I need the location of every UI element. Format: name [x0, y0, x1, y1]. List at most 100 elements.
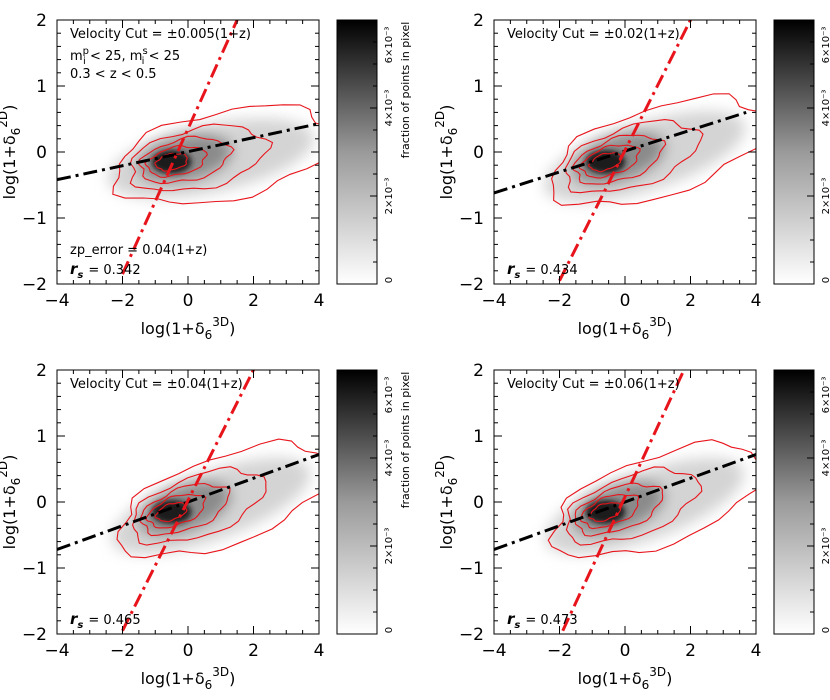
y-axis-label: log(1+δ62D)	[433, 105, 460, 200]
colorbar-tick-label: 0	[821, 277, 830, 283]
x-tick-label: −2	[110, 291, 135, 311]
y-tick-label: −2	[22, 275, 47, 295]
fit-line-red	[121, 370, 255, 632]
x-axis-label-close: )	[666, 319, 672, 338]
x-tick-label: 2	[248, 641, 259, 661]
contour-1	[112, 104, 319, 205]
contour-2	[565, 466, 703, 546]
contour-2	[129, 123, 274, 192]
annotation-top-left-1: Velocity Cut = ±0.06(1+z)	[507, 377, 680, 392]
x-tick-label: 0	[620, 641, 631, 661]
x-axis-label-sub: 6	[205, 328, 213, 342]
contour-2	[132, 466, 267, 546]
contour-3	[137, 135, 235, 185]
colorbar: 0 2×10⁻³ 4×10⁻³ 6×10⁻³ fraction of points in…	[336, 369, 412, 635]
x-axis-label: log(1+δ63D)	[141, 315, 236, 342]
plot-area	[494, 370, 756, 632]
y-tick-label: 1	[36, 427, 47, 447]
colorbar-tick-label: 2×10⁻³	[384, 528, 395, 565]
annotation-top-left-3: 0.3 < z < 0.5	[70, 67, 157, 82]
x-tick-label: 4	[751, 641, 762, 661]
contour-3	[574, 482, 664, 537]
x-axis-label-close: )	[229, 319, 235, 338]
annotation-top-left-1: Velocity Cut = ±0.04(1+z)	[70, 377, 243, 392]
x-tick-label: 0	[183, 291, 194, 311]
x-axis-label-sup: 3D	[212, 665, 229, 679]
fit-line-black	[494, 453, 756, 551]
x-axis-label-close: )	[229, 669, 235, 688]
colorbar-tick-label: 6×10⁻³	[821, 27, 830, 64]
panel-3: −4 −2 0 2 4−2−1012log(1+δ63D)log(1+δ62D)Velo…	[0, 361, 412, 692]
colorbar-tick-label: 4×10⁻³	[821, 440, 830, 477]
fit-line-red	[561, 370, 686, 632]
fit-line-black	[494, 110, 747, 195]
y-axis-label-close: )	[0, 105, 19, 111]
x-axis-label-sup: 3D	[649, 665, 666, 679]
colorbar-tick-label: 6×10⁻³	[821, 377, 830, 414]
colorbar-gradient	[773, 369, 815, 635]
x-tick-label: 0	[620, 291, 631, 311]
panel-2: −4 −2 0 2 4−2−1012log(1+δ63D)log(1+δ62D)Velo…	[433, 11, 830, 342]
colorbar-gradient	[336, 19, 378, 285]
x-tick-label: −4	[481, 641, 506, 661]
colorbar-tick-label: 4×10⁻³	[384, 90, 395, 127]
contour-1	[547, 439, 756, 559]
spearman-rs-label: rs = 0.465	[70, 610, 141, 631]
y-axis-label-main: log(1+δ	[0, 135, 19, 199]
y-axis-label: log(1+δ62D)	[0, 105, 23, 200]
y-axis-label-sup: 2D	[0, 461, 10, 478]
y-axis-label-main: log(1+δ	[0, 485, 19, 549]
y-tick-label: −1	[22, 209, 47, 229]
density-peak	[585, 149, 626, 174]
y-tick-label: 2	[36, 11, 47, 31]
x-axis-label-sup: 3D	[212, 315, 229, 329]
colorbar-tick-label: 6×10⁻³	[384, 27, 395, 64]
x-axis-label-main: log(1+δ	[141, 669, 205, 688]
y-tick-label: −1	[459, 559, 484, 579]
contour-1	[116, 438, 319, 559]
x-axis-label: log(1+δ63D)	[578, 665, 673, 692]
y-tick-label: 0	[473, 493, 484, 513]
annotation-magnitude-cut: mp i < 25, ms i < 25	[70, 46, 180, 67]
fit-line-red	[558, 20, 692, 282]
y-axis-label-sub: 6	[446, 478, 460, 486]
colorbar-tick-label: 2×10⁻³	[821, 178, 830, 215]
spearman-rs-label: rs = 0.434	[507, 260, 578, 281]
x-tick-label: 0	[183, 641, 194, 661]
plot-area	[57, 20, 319, 275]
x-tick-label: −2	[547, 641, 572, 661]
fit-line-red	[121, 20, 239, 275]
y-axis-label-main: log(1+δ	[437, 485, 456, 549]
y-axis-label-sub: 6	[9, 478, 23, 486]
density-peak	[151, 499, 192, 524]
x-tick-label: −2	[110, 641, 135, 661]
x-tick-label: 4	[314, 641, 325, 661]
contour-5	[154, 152, 188, 172]
plot-area	[57, 370, 319, 632]
fit-line-black	[57, 122, 319, 182]
contour-4	[579, 493, 640, 530]
x-axis-label-sub: 6	[642, 328, 650, 342]
spearman-rs-label: rs = 0.473	[507, 610, 578, 631]
colorbar-gradient	[773, 19, 815, 285]
y-tick-label: 0	[36, 493, 47, 513]
panel-4: −4 −2 0 2 4−2−1012log(1+δ63D)log(1+δ62D)Velo…	[433, 361, 830, 692]
contour-4	[578, 144, 641, 179]
contour-4	[144, 144, 208, 178]
x-axis-label: log(1+δ63D)	[578, 315, 673, 342]
y-axis-label-sup: 2D	[433, 111, 447, 128]
y-tick-label: 1	[473, 427, 484, 447]
x-tick-label: −4	[44, 641, 69, 661]
y-tick-label: 2	[473, 361, 484, 381]
annotation-top-left-1: Velocity Cut = ±0.005(1+z)	[70, 27, 251, 42]
x-axis-label-main: log(1+δ	[578, 319, 642, 338]
contour-5	[588, 502, 622, 522]
y-tick-label: 0	[473, 143, 484, 163]
x-axis-label: log(1+δ63D)	[141, 665, 236, 692]
density-peak	[151, 149, 192, 174]
contour-1	[551, 93, 756, 206]
colorbar-tick-label: 6×10⁻³	[384, 377, 395, 414]
annotation-top-left-1: Velocity Cut = ±0.02(1+z)	[507, 27, 680, 42]
y-axis-label: log(1+δ62D)	[0, 455, 23, 550]
